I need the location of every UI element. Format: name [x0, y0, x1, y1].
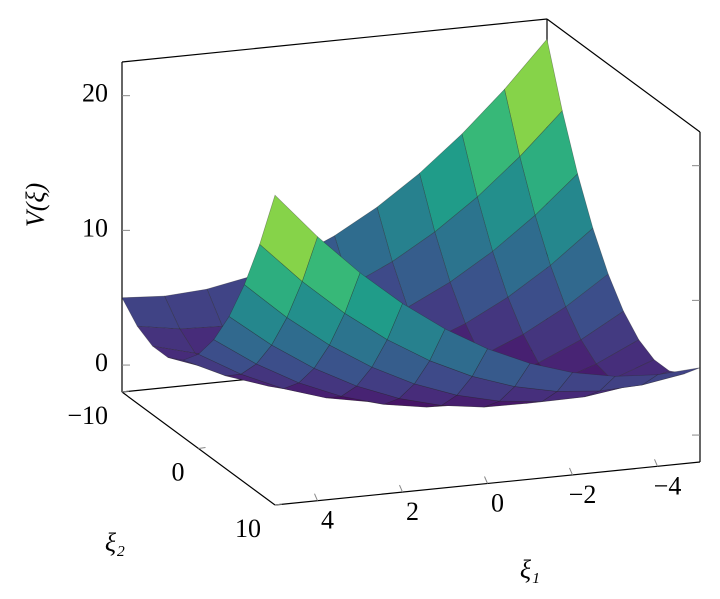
z-tick-label: 20 — [82, 79, 108, 108]
x-axis-label: ξ₁ — [520, 555, 540, 584]
y-tick-label: 0 — [172, 457, 185, 486]
z-axis-label: V(ξ) — [21, 183, 50, 227]
x-tick-label: 0 — [491, 488, 504, 517]
x-tick — [314, 493, 318, 501]
x-tick — [399, 484, 403, 493]
y-axis-label: ξ₂ — [105, 528, 125, 557]
x-tick-label: −2 — [569, 480, 597, 509]
x-tick — [484, 476, 488, 484]
y-tick — [198, 447, 206, 449]
box-edge — [546, 18, 701, 133]
y-tick-label: 10 — [235, 514, 261, 543]
y-tick — [121, 390, 130, 393]
x-tick-label: −4 — [654, 471, 682, 500]
z-tick-label: 10 — [82, 213, 108, 242]
y-tick — [274, 503, 283, 506]
x-tick-label: 4 — [321, 506, 334, 535]
y-tick-label: −10 — [67, 401, 108, 430]
x-tick — [654, 459, 658, 467]
x-tick-label: 2 — [406, 497, 419, 526]
surface-patch — [259, 194, 318, 282]
box-edge — [121, 18, 548, 63]
x-tick — [569, 467, 573, 476]
z-tick-label: 0 — [95, 348, 108, 377]
